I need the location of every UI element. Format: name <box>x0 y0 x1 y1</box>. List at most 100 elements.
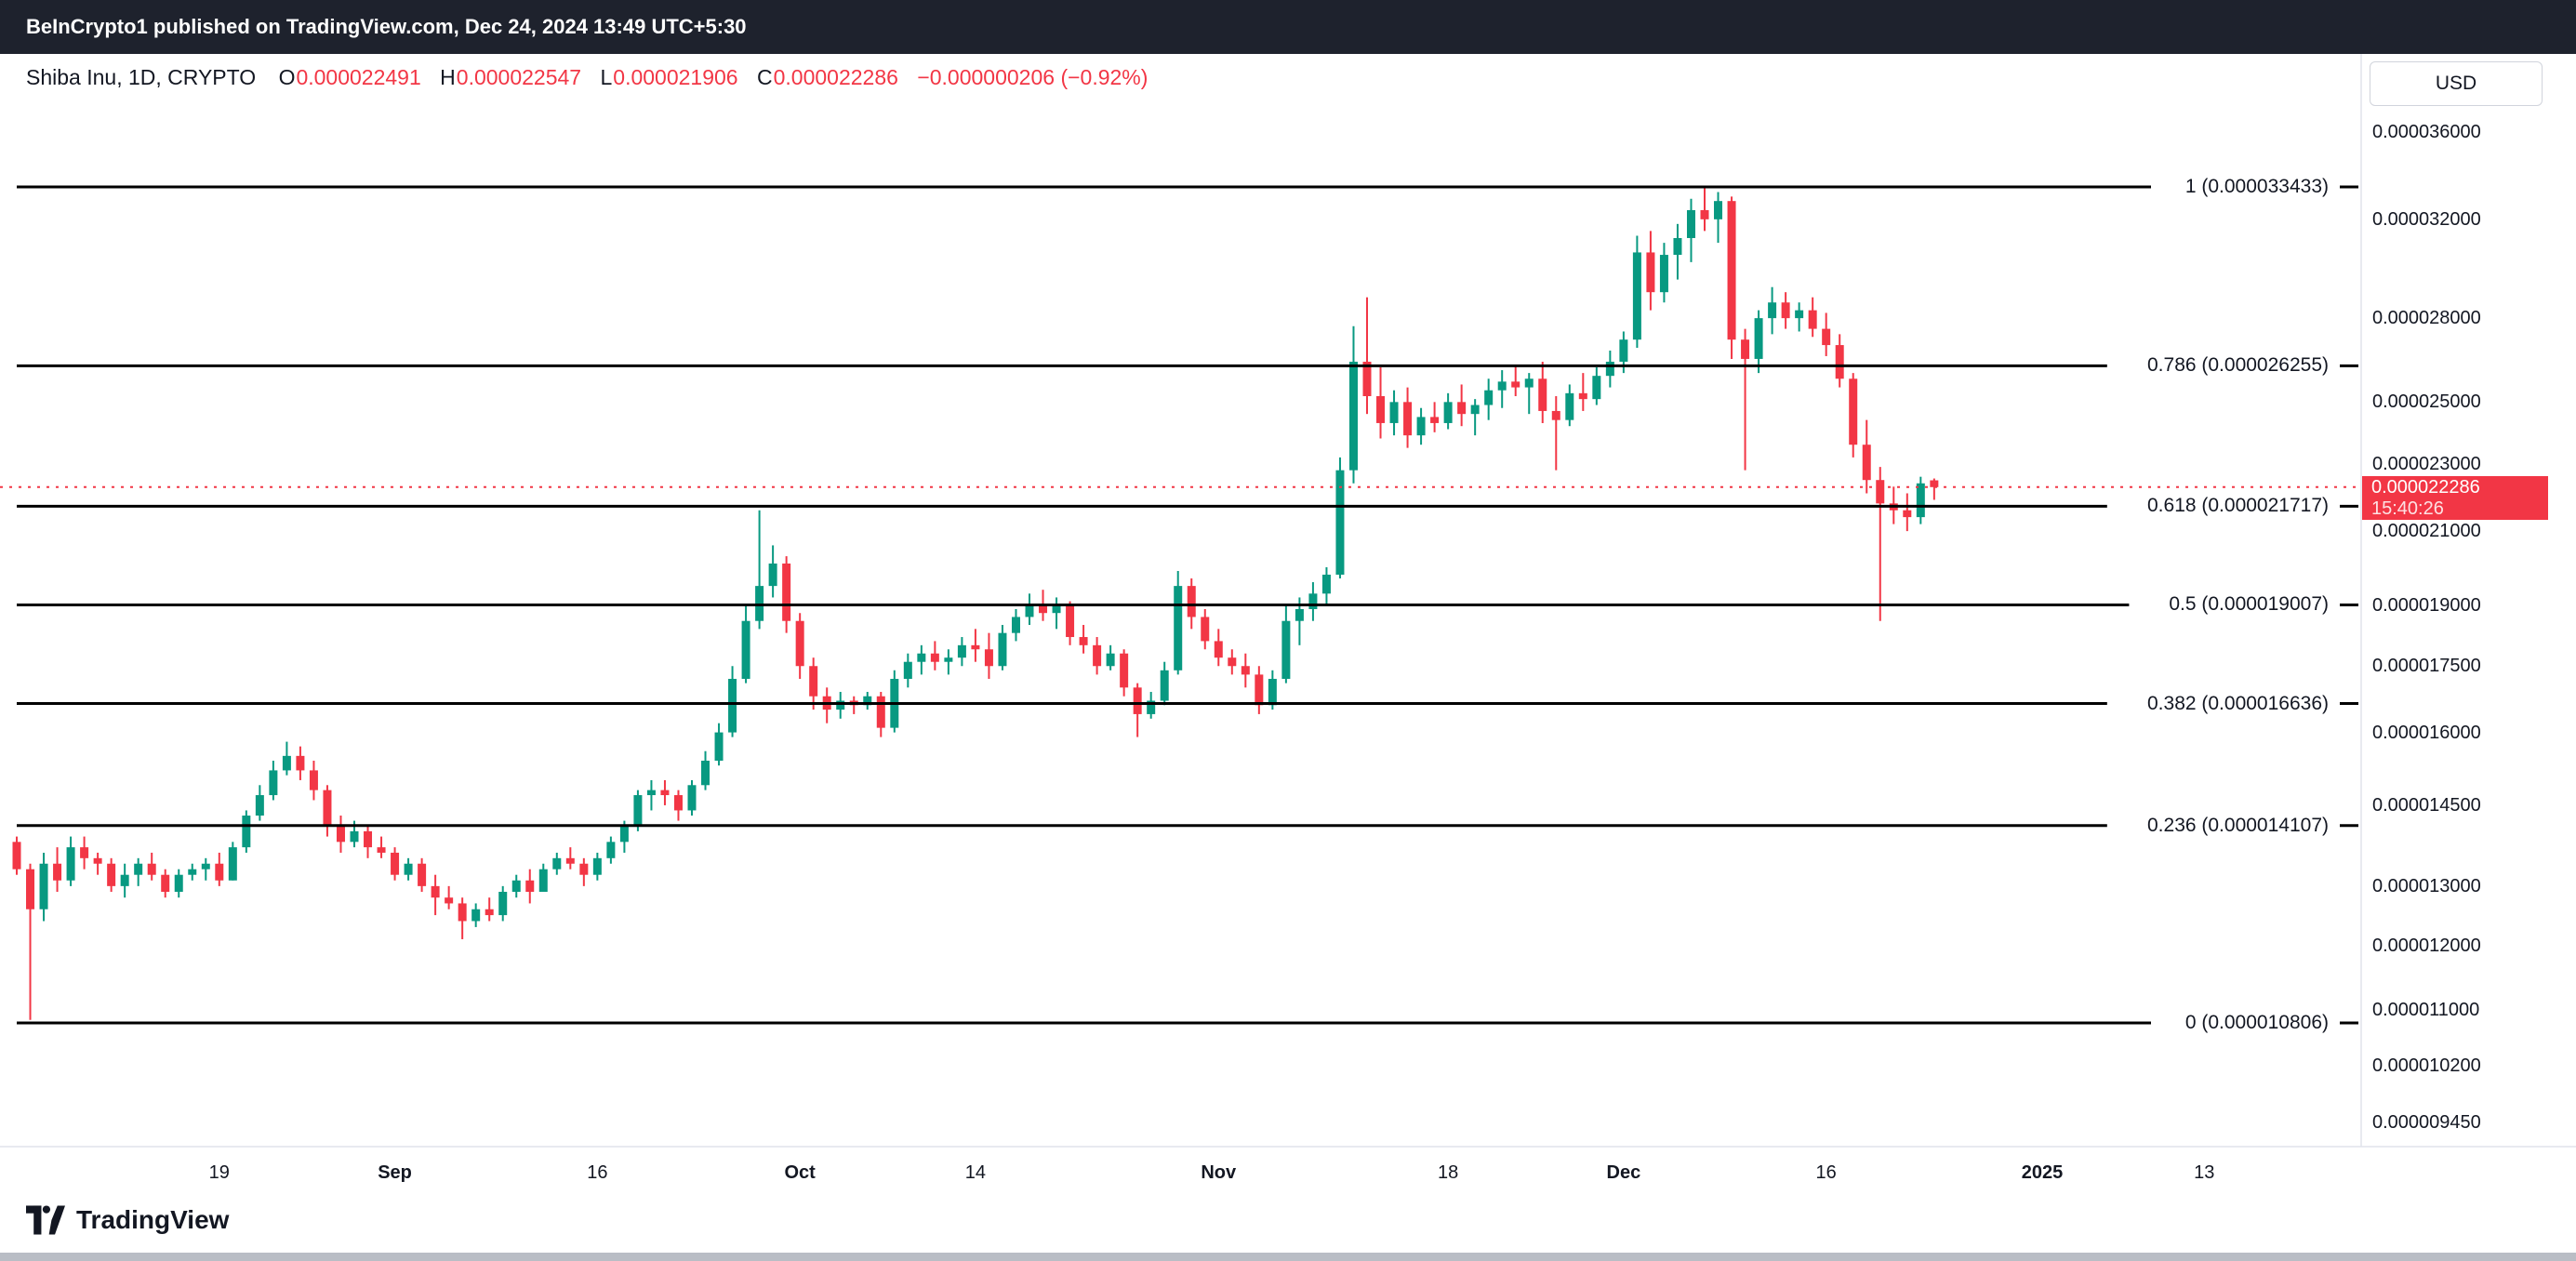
candle-body <box>485 909 494 916</box>
candle-body <box>269 770 278 796</box>
candle-body <box>418 863 427 886</box>
candle-body <box>606 842 616 858</box>
candle-body <box>1348 361 1358 471</box>
candle-body <box>1619 339 1628 362</box>
candle-body <box>107 863 116 886</box>
candle-body <box>1808 310 1817 329</box>
candle-body <box>998 632 1007 667</box>
candle-body <box>336 826 345 843</box>
candle-body <box>93 857 102 864</box>
candle-body <box>1916 483 1925 518</box>
candle-body <box>1578 392 1587 400</box>
tradingview-logo[interactable]: TradingView <box>26 1205 229 1235</box>
candle-body <box>174 874 183 893</box>
candle-body <box>1605 361 1614 377</box>
candle-body <box>1201 617 1210 642</box>
candle-body <box>1795 310 1804 319</box>
candle-body <box>1565 392 1574 420</box>
candle-body <box>809 666 818 697</box>
candle-body <box>161 874 170 893</box>
symbol-legend: Shiba Inu, 1D, CRYPTO O0.000022491 H0.00… <box>26 65 1148 90</box>
candle-body <box>552 857 562 869</box>
candle-body <box>876 696 885 728</box>
candle-body <box>1659 255 1668 293</box>
candle-body <box>1700 209 1709 219</box>
candle-body <box>944 657 953 662</box>
candle-body <box>930 653 939 662</box>
candle-body <box>1147 700 1156 714</box>
currency-toggle-button[interactable]: USD <box>2370 61 2543 106</box>
candle-body <box>1646 252 1655 293</box>
candle-body <box>1255 674 1264 706</box>
change-value: −0.000000206 (−0.92%) <box>917 65 1149 89</box>
candle-body <box>1524 378 1534 388</box>
candle-body <box>1727 201 1736 340</box>
symbol-title: Shiba Inu, 1D, CRYPTO <box>26 65 257 89</box>
candle-body <box>1011 617 1020 633</box>
candle-body <box>1335 470 1345 575</box>
candle-body <box>1538 378 1547 411</box>
candle-body <box>1079 637 1088 645</box>
candle-body <box>728 679 737 733</box>
candle-body <box>660 790 670 796</box>
tradingview-logo-text: TradingView <box>76 1205 230 1234</box>
candle-body <box>1457 402 1467 415</box>
candle-body <box>1106 653 1115 667</box>
candle-body <box>984 649 993 667</box>
low-label: L <box>600 65 613 89</box>
candle-body <box>296 755 305 771</box>
candle-body <box>1295 608 1304 621</box>
candle-body <box>565 857 575 864</box>
candle-body <box>282 755 291 771</box>
candle-body <box>1849 378 1858 445</box>
candle-body <box>255 795 264 816</box>
candle-body <box>1430 417 1440 423</box>
candle-body <box>1187 586 1196 617</box>
bar-countdown: 15:40:26 <box>2371 498 2444 519</box>
candle-body <box>188 869 197 875</box>
candle-body <box>1768 302 1777 319</box>
close-value: 0.000022286 <box>773 65 898 89</box>
candle-body <box>1686 209 1695 238</box>
candle-body <box>1443 402 1453 423</box>
candle-body <box>1484 390 1494 405</box>
candle-body <box>147 863 156 875</box>
candle-body <box>511 880 521 893</box>
candle-body <box>350 830 359 843</box>
candle-body <box>701 761 710 786</box>
candle-body <box>1174 586 1183 670</box>
candle-body <box>391 852 400 875</box>
candle-body <box>242 815 251 848</box>
candle-body <box>1066 604 1075 638</box>
candle-body <box>741 620 750 680</box>
candle-body <box>1228 657 1237 667</box>
candle-body <box>1903 510 1912 518</box>
high-value: 0.000022547 <box>456 65 582 89</box>
candle-body <box>323 790 332 827</box>
candle-body <box>619 826 629 843</box>
candle-body <box>592 857 602 875</box>
open-value: 0.000022491 <box>296 65 421 89</box>
candle-body <box>1930 480 1939 487</box>
candle-body <box>863 696 872 706</box>
candle-body <box>1268 679 1277 706</box>
candle-body <box>1632 252 1641 340</box>
candle-body <box>1214 641 1223 658</box>
candle-body <box>12 842 21 869</box>
candle-body <box>525 880 535 893</box>
candle-body <box>1592 376 1601 400</box>
candle-body <box>26 869 35 909</box>
candle-body <box>917 653 926 662</box>
candle-body <box>1093 644 1102 667</box>
candle-body <box>201 863 210 869</box>
candle-body <box>538 869 548 893</box>
candle-body <box>404 863 413 875</box>
candle-body <box>80 847 89 858</box>
candle-body <box>1362 361 1372 396</box>
candle-body <box>714 732 724 762</box>
candle-body <box>633 795 643 827</box>
candle-body <box>134 863 143 875</box>
candle-body <box>795 620 804 667</box>
candle-body <box>1835 345 1844 379</box>
